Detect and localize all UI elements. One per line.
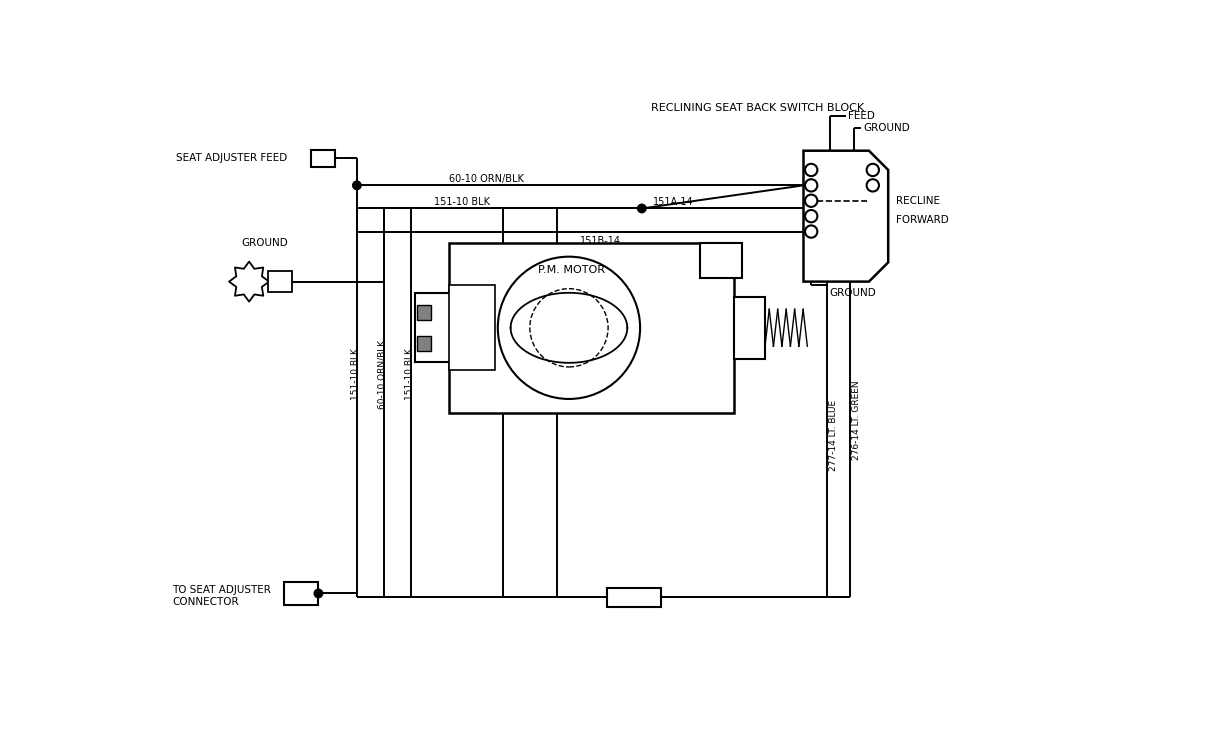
Bar: [268, 271, 293, 292]
Circle shape: [638, 204, 646, 213]
Text: 276-14 LT. GREEN: 276-14 LT. GREEN: [852, 380, 862, 460]
Bar: [311, 150, 336, 167]
Bar: [284, 582, 318, 605]
Polygon shape: [804, 151, 889, 282]
Circle shape: [353, 181, 361, 189]
Bar: [699, 243, 742, 278]
Text: FEED: FEED: [848, 111, 875, 121]
Text: 151-10 BLK: 151-10 BLK: [404, 348, 414, 400]
Bar: [414, 293, 457, 363]
Bar: [734, 297, 764, 359]
Circle shape: [805, 195, 817, 207]
Circle shape: [315, 589, 323, 598]
Text: 151A-14: 151A-14: [654, 197, 694, 207]
Bar: [450, 243, 734, 413]
Circle shape: [866, 164, 879, 176]
Text: 60-10 ORN/BLK: 60-10 ORN/BLK: [450, 175, 525, 184]
Bar: [417, 305, 431, 320]
Text: 151-10 BLK: 151-10 BLK: [350, 348, 360, 400]
Circle shape: [805, 225, 817, 237]
Text: P.M. MOTOR: P.M. MOTOR: [538, 265, 605, 275]
Text: 277-14 LT. BLUE: 277-14 LT. BLUE: [828, 400, 838, 471]
Text: RECLINING SEAT BACK SWITCH BLOCK: RECLINING SEAT BACK SWITCH BLOCK: [650, 103, 864, 113]
Bar: [607, 588, 661, 607]
Text: GROUND: GROUND: [241, 238, 288, 248]
Circle shape: [805, 210, 817, 222]
Bar: [417, 336, 431, 351]
Text: GROUND: GROUND: [828, 288, 875, 298]
Text: RECLINE: RECLINE: [896, 195, 940, 206]
Text: 151-10 BLK: 151-10 BLK: [434, 197, 490, 207]
Text: 151B-14: 151B-14: [580, 236, 621, 246]
Circle shape: [805, 164, 817, 176]
Circle shape: [805, 179, 817, 192]
Circle shape: [866, 179, 879, 192]
Text: FORWARD: FORWARD: [896, 215, 949, 225]
Circle shape: [498, 257, 640, 399]
Text: GROUND: GROUND: [864, 123, 911, 133]
Text: 60-10 ORN/BLK: 60-10 ORN/BLK: [377, 339, 387, 408]
Text: TO SEAT ADJUSTER
CONNECTOR: TO SEAT ADJUSTER CONNECTOR: [172, 585, 270, 607]
Text: SEAT ADJUSTER FEED: SEAT ADJUSTER FEED: [176, 154, 288, 163]
Bar: [450, 285, 495, 370]
